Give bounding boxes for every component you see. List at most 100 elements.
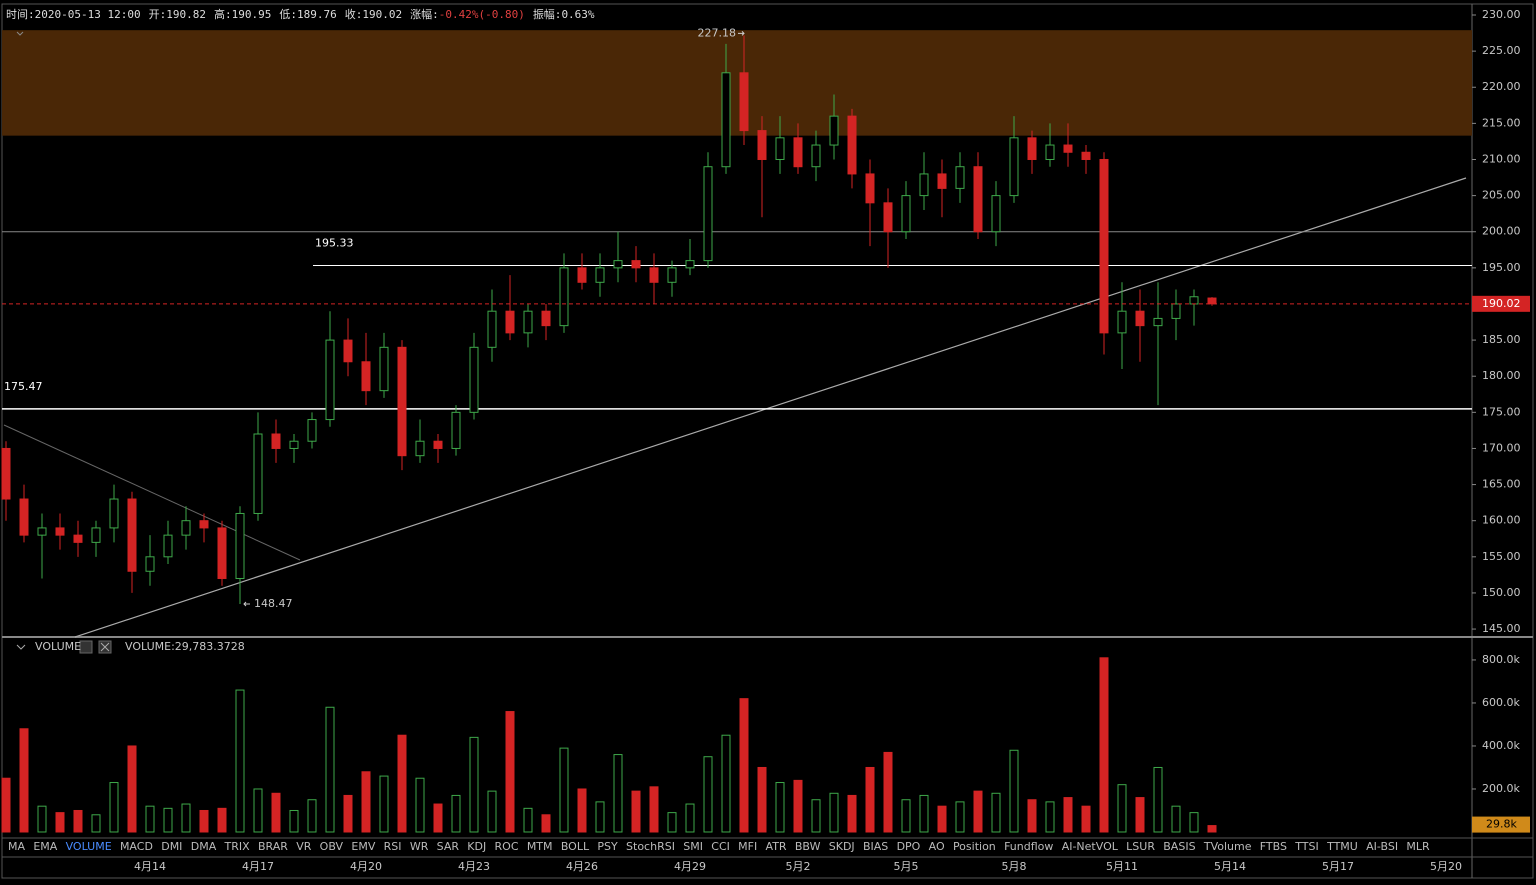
y-tick-label: 210.00 (1482, 152, 1521, 165)
indicator-tab[interactable]: AI-BSI (1366, 840, 1399, 853)
indicator-tab[interactable]: EMV (351, 840, 376, 853)
close-icon (100, 642, 110, 652)
candle-body (415, 440, 425, 457)
indicator-tab[interactable]: DMI (161, 840, 183, 853)
indicator-tab[interactable]: WR (409, 840, 429, 853)
indicator-tab[interactable]: OBV (319, 840, 344, 853)
y-tick-label: 185.00 (1482, 333, 1521, 346)
indicator-tab[interactable]: VOLUME (65, 840, 112, 853)
candle-body (577, 267, 587, 283)
header-value: 190.95 (231, 8, 272, 21)
indicator-tab[interactable]: MLR (1406, 840, 1430, 853)
x-tick-label: 4月14 (134, 860, 166, 873)
indicator-tab[interactable]: BBW (794, 840, 821, 853)
x-tick-label: 4月17 (242, 860, 274, 873)
indicator-tab[interactable]: VR (296, 840, 312, 853)
y-tick-label: 170.00 (1482, 441, 1521, 454)
indicator-tab[interactable]: PSY (597, 840, 618, 853)
indicator-tab[interactable]: MTM (526, 840, 553, 853)
indicator-tab[interactable]: MA (8, 840, 26, 853)
indicator-tab[interactable]: SMI (683, 840, 703, 853)
indicator-tab[interactable]: RSI (383, 840, 402, 853)
candle-body (1027, 137, 1037, 160)
candle-body (343, 339, 353, 363)
candle-body (1009, 137, 1019, 197)
indicator-tab[interactable]: CCI (711, 840, 730, 853)
x-tick-label: 4月26 (566, 860, 598, 873)
candle-body (181, 520, 191, 536)
settings-button[interactable] (79, 640, 93, 654)
volume-bar (721, 734, 731, 833)
candle-body (505, 310, 515, 334)
volume-bar (397, 734, 407, 833)
candle-body (217, 527, 227, 579)
candle-body (109, 498, 119, 529)
indicator-tab[interactable]: BIAS (862, 840, 889, 853)
candle-body (235, 512, 245, 579)
candle-body (325, 339, 335, 421)
indicator-tab[interactable]: TTMU (1327, 840, 1358, 853)
candle-body (127, 498, 137, 572)
candle-body (775, 137, 785, 160)
indicator-tab[interactable]: SKDJ (828, 840, 855, 853)
x-tick-label: 5月20 (1430, 860, 1462, 873)
indicator-tab[interactable]: DPO (896, 840, 921, 853)
candle-body (361, 361, 371, 392)
x-tick-label: 5月14 (1214, 860, 1246, 873)
candle-body (451, 411, 461, 449)
y-tick-label: 400.0k (1482, 739, 1520, 752)
min-label: 148.47 (254, 597, 293, 610)
indicator-tab[interactable]: FTBS (1259, 840, 1287, 853)
candle-body (829, 115, 839, 146)
candle-body (703, 166, 713, 262)
candle-body (685, 260, 695, 269)
volume-bar (433, 803, 443, 833)
collapse-icon[interactable] (16, 644, 26, 650)
volume-bar (541, 814, 551, 833)
volume-bar (181, 803, 191, 833)
level-label: 175.47 (4, 380, 43, 393)
volume-bar (595, 801, 605, 833)
indicator-tab[interactable]: MACD (119, 840, 153, 853)
indicator-tab[interactable]: EMA (33, 840, 58, 853)
last-volume-label: 29.8k (1486, 818, 1517, 831)
indicator-tab[interactable]: ATR (765, 840, 787, 853)
collapse-icon[interactable] (16, 31, 24, 36)
volume-bar (1, 777, 11, 833)
y-tick-label: 230.00 (1482, 8, 1521, 21)
volume-bar (451, 794, 461, 833)
indicator-tab[interactable]: AO (928, 840, 945, 853)
candle-body (937, 173, 947, 189)
volume-bar (1045, 801, 1055, 833)
indicator-tab[interactable]: BRAR (257, 840, 288, 853)
y-tick-label: 200.0k (1482, 782, 1520, 795)
indicator-tab[interactable]: TTSI (1295, 840, 1319, 853)
volume-bar (307, 799, 317, 833)
candle-body (793, 137, 803, 168)
volume-bar (1135, 797, 1145, 833)
volume-bar (1189, 812, 1199, 833)
indicator-tab[interactable]: MFI (738, 840, 758, 853)
volume-bar (613, 754, 623, 833)
y-tick-label: 165.00 (1482, 478, 1521, 491)
indicator-tab[interactable]: DMA (190, 840, 217, 853)
indicator-tab[interactable]: LSUR (1126, 840, 1155, 853)
candle-body (721, 72, 731, 168)
y-tick-label: 205.00 (1482, 189, 1521, 202)
indicator-tab[interactable]: AI-NetVOL (1061, 840, 1118, 853)
indicator-tab[interactable]: StochRSI (626, 840, 675, 853)
indicator-tab[interactable]: TVolume (1203, 840, 1252, 853)
indicator-tab[interactable]: TRIX (224, 840, 250, 853)
candle-body (1045, 144, 1055, 160)
header-field: 开:190.82 (149, 8, 206, 21)
indicator-tab[interactable]: KDJ (467, 840, 487, 853)
indicator-tab[interactable]: Position (952, 840, 996, 853)
candle-body (1153, 317, 1163, 327)
indicator-tab[interactable]: Fundflow (1004, 840, 1054, 853)
volume-bar (559, 747, 569, 833)
indicator-tab[interactable]: ROC (494, 840, 519, 853)
indicator-tab[interactable]: SAR (436, 840, 459, 853)
indicator-tab[interactable]: BOLL (560, 840, 590, 853)
indicator-tab[interactable]: BASIS (1163, 840, 1196, 853)
